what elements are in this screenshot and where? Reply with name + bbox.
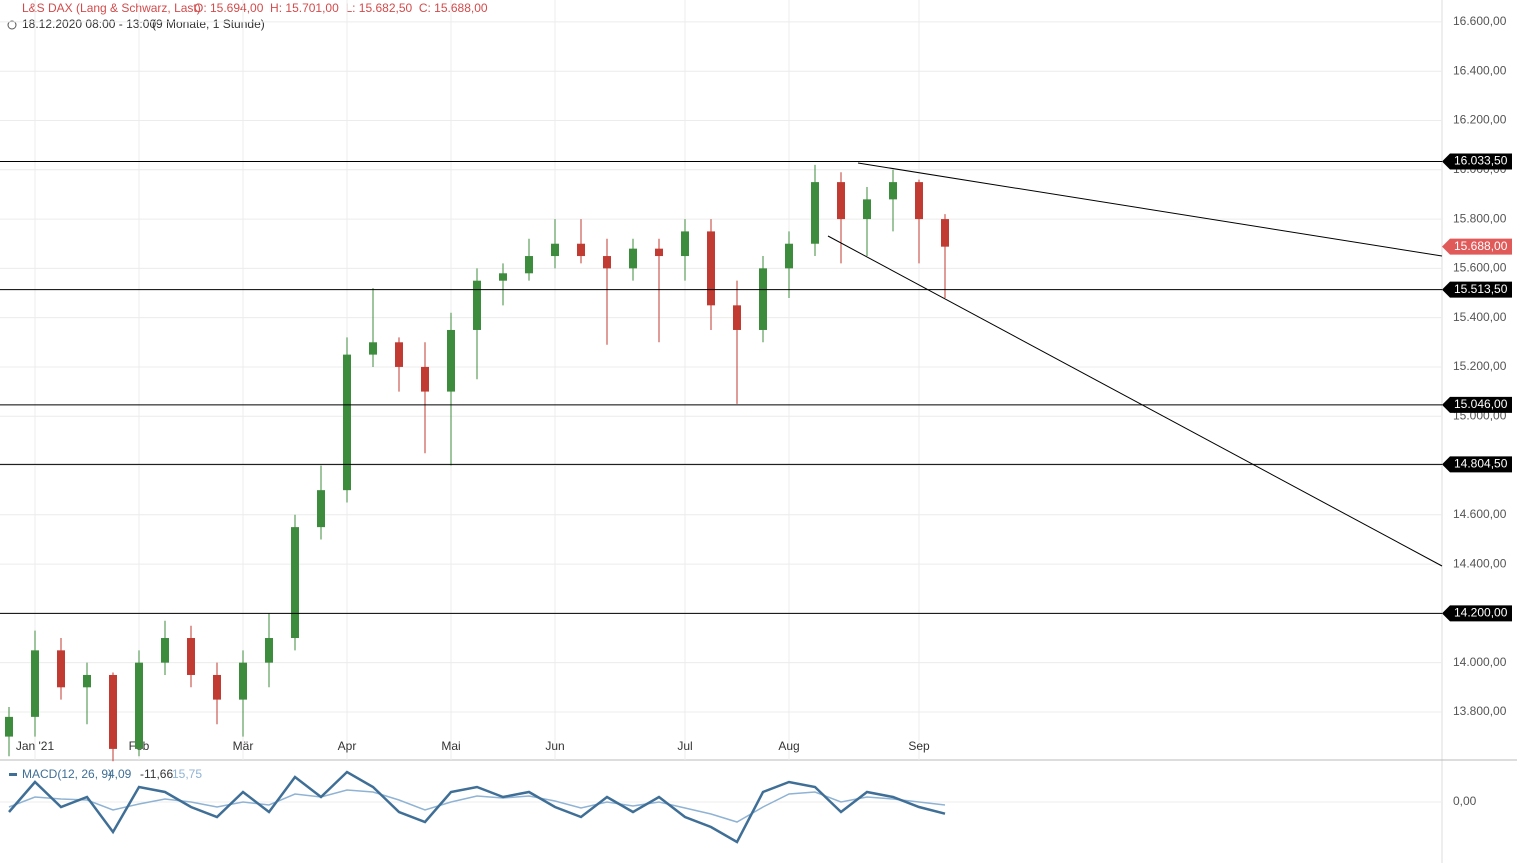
y-tick-label: 16.200,00 [1453,113,1507,127]
candle-body [213,674,221,700]
candle-body [707,231,715,306]
date: 18.12.2020 08:00 - 13:00 [22,17,156,31]
candle-body [31,650,39,717]
y-tick-label: 14.000,00 [1453,655,1507,669]
macd-readout: 15,75 [172,767,202,781]
candle-body [161,638,169,663]
x-tick-label: Apr [338,739,357,753]
candle-body [525,256,533,274]
candle-body [733,305,741,330]
candle-body [109,674,117,749]
x-tick-label: Mär [233,739,254,753]
y-tick-label: 0,00 [1453,794,1477,808]
candle-body [343,354,351,491]
macd-title: MACD(12, 26, 9) [22,767,112,781]
candle-body [837,182,845,220]
trendline [857,162,1443,257]
clock-icon [7,20,17,30]
candle-body [655,248,663,257]
trendline [827,235,1443,567]
y-tick-label: 15.400,00 [1453,310,1507,324]
x-tick-label: Jun [545,739,564,753]
candle-body [369,342,377,355]
level-tag [1442,396,1512,413]
candle-body [499,273,507,281]
level-tag [1442,456,1512,473]
candle-body [629,248,637,269]
candle-body [265,638,273,663]
ohlc: O: 15.694,00 H: 15.701,00 L: 15.682,50 C… [194,1,488,15]
macd-line [8,770,946,844]
candle-body [5,716,13,737]
candle-body [551,243,559,257]
y-tick-label: 14.400,00 [1453,556,1507,570]
instrument: L&S DAX (Lang & Schwarz, Last) [22,1,201,15]
candle-body [187,638,195,675]
candle-body [395,342,403,367]
candle-body [291,527,299,639]
level-tag [1442,605,1512,622]
candle-body [57,650,65,688]
level-label: 16.033,50 [1454,154,1508,168]
level-label: 14.804,50 [1454,457,1508,471]
level-label: 15.046,00 [1454,397,1508,411]
y-tick-label: 15.600,00 [1453,261,1507,275]
level-label: 15.513,50 [1454,282,1508,296]
legend-swatch [9,773,17,776]
x-tick-label: Mai [441,739,460,753]
x-tick-label: Jul [677,739,692,753]
level-tag [1442,281,1512,298]
candle-body [785,243,793,269]
candle-body [915,182,923,220]
candle-body [811,182,819,244]
last-price-tag [1442,238,1512,255]
macd-line [8,789,946,823]
candle-body [941,219,949,247]
y-tick-label: 13.800,00 [1453,704,1507,718]
y-tick-label: 16.400,00 [1453,63,1507,77]
candle-body [317,490,325,528]
y-tick-label: 14.600,00 [1453,507,1507,521]
level-label: 14.200,00 [1454,606,1508,620]
x-tick-label: Jan '21 [16,739,55,753]
candle-body [447,329,455,392]
range: (9 Monate, 1 Stunde) [152,17,265,31]
candle-body [863,199,871,220]
candle-body [759,268,767,330]
level-tag [1442,153,1512,170]
candle-body [421,366,429,392]
candle-body [889,182,897,200]
candle-body [239,662,247,700]
x-tick-label: Aug [778,739,799,753]
y-tick-label: 16.600,00 [1453,14,1507,28]
y-tick-label: 15.200,00 [1453,359,1507,373]
x-tick-label: Sep [908,739,930,753]
macd-readout: -11,66 [140,767,173,781]
candle-body [603,256,611,269]
candle-body [83,674,91,688]
candle-body [135,662,143,749]
macd-readout: 4,09 [108,767,132,781]
candle-body [473,280,481,330]
y-tick-label: 15.800,00 [1453,211,1507,225]
last-price-label: 15.688,00 [1454,239,1508,253]
candle-body [681,231,689,257]
candle-body [577,243,585,257]
